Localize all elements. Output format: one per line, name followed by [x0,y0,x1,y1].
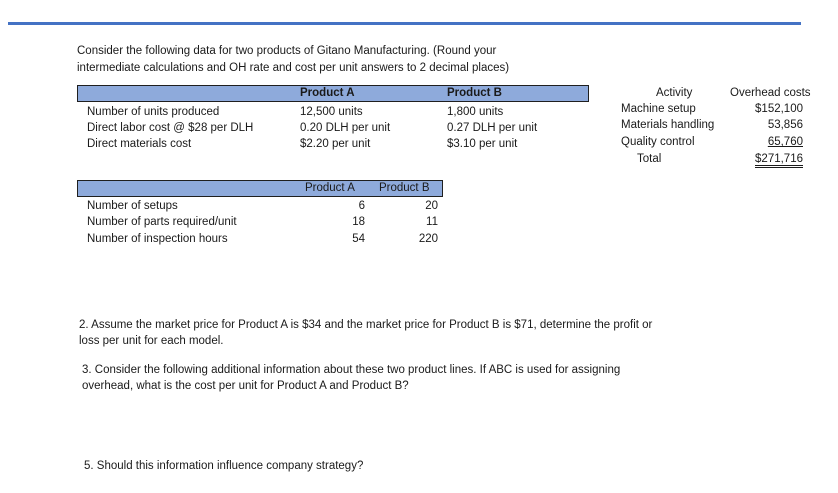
question-3-line-2: overhead, what is the cost per unit for … [82,380,409,392]
table2-header-product-b: Product B [379,182,430,194]
table1-row-b: 0.27 DLH per unit [447,122,538,134]
table1-row-label: Number of units produced [87,106,220,118]
table1-row-a: 12,500 units [300,106,363,118]
intro-line-1: Consider the following data for two prod… [77,45,497,57]
table2-row-label: Number of setups [87,200,178,212]
table1-header-product-b: Product B [447,87,502,99]
table1-row-a: $2.20 per unit [300,138,371,150]
table2-row-a: 18 [352,216,365,228]
table1-row-b: $3.10 per unit [447,138,518,150]
table2-row-b: 220 [418,233,438,245]
overhead-total-value: $271,716 [755,153,803,168]
overhead-activity: Machine setup [621,103,696,115]
table2-row-b: 20 [425,200,438,212]
question-2-line-2: loss per unit for each model. [79,335,224,347]
top-rule [8,22,801,25]
table2-row-label: Number of parts required/unit [87,216,237,228]
overhead-cost: 65,760 [767,136,803,148]
question-2-line-1: 2. Assume the market price for Product A… [79,319,653,331]
table2-row-b: 11 [426,216,438,228]
table2-row-label: Number of inspection hours [87,233,228,245]
overhead-header-costs: Overhead costs [730,87,811,99]
question-5: 5. Should this information influence com… [84,460,364,472]
intro-line-2: intermediate calculations and OH rate an… [77,62,510,74]
table1-row-b: 1,800 units [447,106,504,118]
table1-row-label: Direct labor cost @ $28 per DLH [87,122,254,134]
table1-row-a: 0.20 DLH per unit [300,122,391,134]
overhead-header-activity: Activity [656,87,693,99]
overhead-activity: Materials handling [621,119,715,131]
overhead-activity: Quality control [621,136,695,148]
table1-row-label: Direct materials cost [87,138,192,150]
overhead-total-label: Total [637,153,662,165]
table2-header-product-a: Product A [305,182,355,194]
overhead-cost: 53,856 [767,119,803,131]
table2-row-a: 6 [358,200,365,212]
table2-row-a: 54 [352,233,365,245]
table1-header-bar [77,85,589,102]
question-3-line-1: 3. Consider the following additional inf… [82,364,621,376]
overhead-cost: $152,100 [755,103,803,115]
table1-header-product-a: Product A [300,87,355,99]
table2-header-bar [77,180,443,197]
